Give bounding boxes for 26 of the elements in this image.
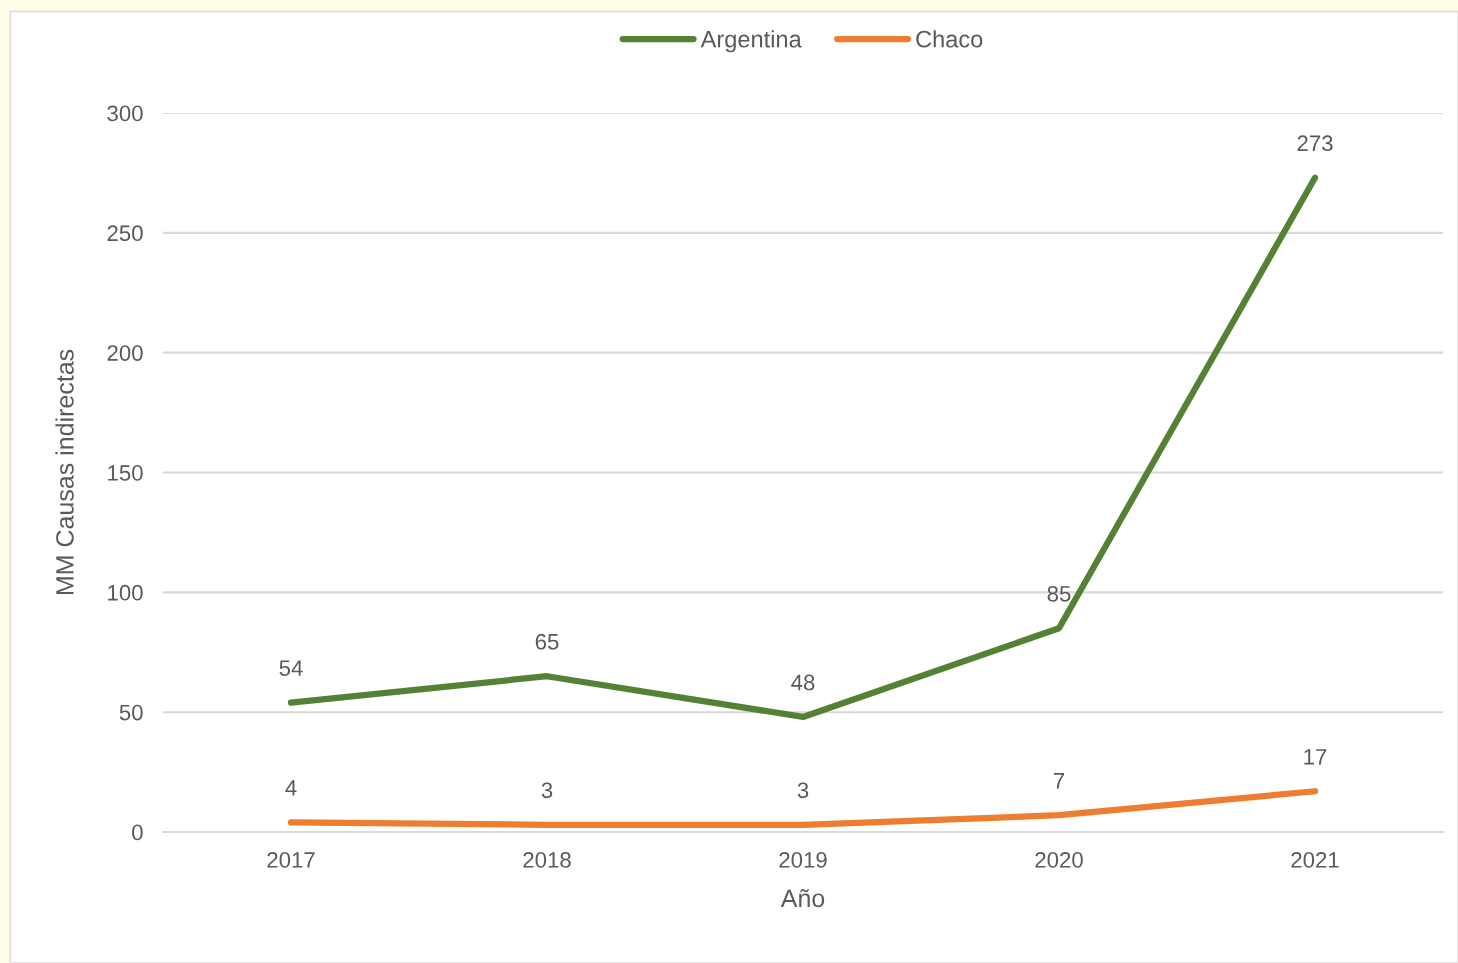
data-label: 85 — [1047, 585, 1071, 602]
y-tick-label: 150 — [108, 465, 143, 481]
x-axis-title: Año — [780, 889, 825, 908]
y-tick-label: 250 — [107, 225, 143, 242]
x-tick-label: 2021 — [1291, 852, 1339, 868]
data-label: 273 — [1297, 135, 1333, 152]
data-label: 17 — [1304, 749, 1327, 765]
y-tick-label: 50 — [119, 704, 143, 721]
data-label: 4 — [285, 780, 297, 796]
data-label: 48 — [791, 674, 815, 691]
y-axis-title: MM Causas indirectas — [55, 349, 74, 595]
data-label: 3 — [797, 782, 809, 799]
x-tick-label: 2020 — [1035, 852, 1083, 868]
data-label: 3 — [541, 782, 553, 799]
x-tick-label: 2019 — [779, 852, 827, 868]
data-label: 7 — [1053, 773, 1065, 789]
legend-label: Chaco — [916, 30, 983, 48]
x-tick-label: 2018 — [523, 852, 571, 868]
legend-label: Argentina — [700, 30, 802, 53]
y-tick-label: 0 — [132, 824, 143, 841]
y-tick-label: 300 — [107, 105, 143, 122]
data-label: 65 — [535, 633, 559, 650]
y-tick-label: 100 — [108, 584, 143, 601]
y-tick-label: 200 — [107, 345, 143, 361]
data-label: 54 — [279, 660, 303, 676]
x-tick-label: 2017 — [267, 852, 315, 868]
